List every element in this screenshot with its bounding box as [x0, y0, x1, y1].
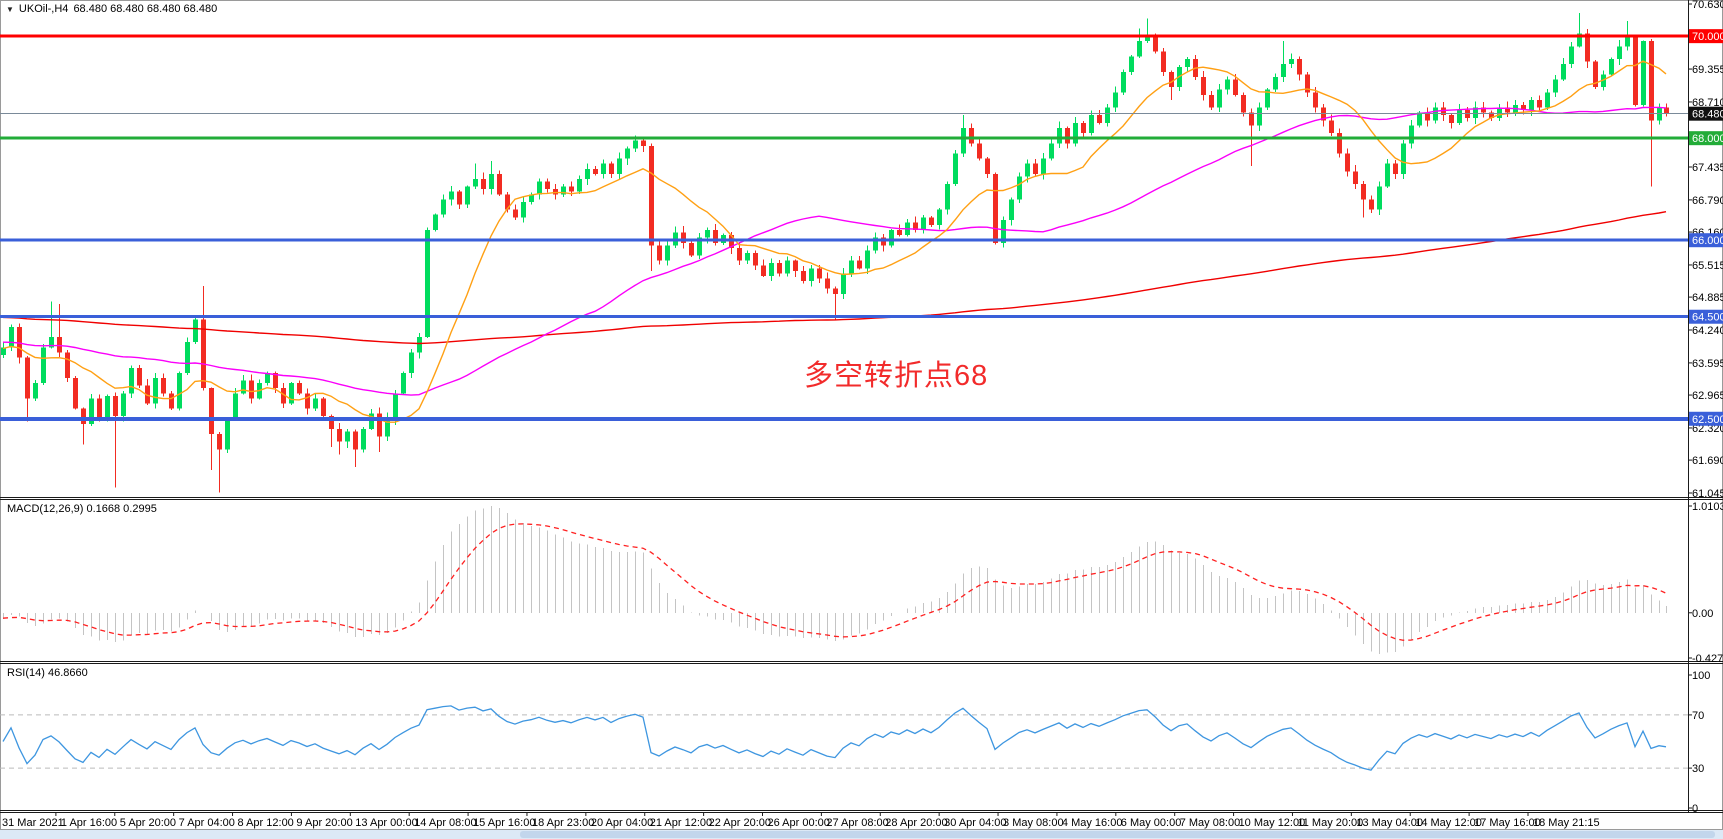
ma-slow-red — [2, 211, 1667, 345]
macd-indicator-label: MACD(12,26,9) 0.1668 0.2995 — [7, 503, 157, 515]
axis-tick-label: 63.595 — [1692, 358, 1723, 370]
rsi-indicator-label: RSI(14) 46.8660 — [7, 667, 88, 679]
axis-tick-label: 100 — [1692, 670, 1710, 682]
svg-text:66.000: 66.000 — [1692, 235, 1723, 247]
axis-tick-label: 69.355 — [1692, 64, 1723, 76]
time-axis-label: 15 Apr 16:00 — [473, 817, 535, 829]
time-axis-label: 13 Apr 00:00 — [355, 817, 417, 829]
axis-tick-label: -0.4277 — [1692, 653, 1723, 665]
time-axis-label: 3 May 08:00 — [1003, 817, 1064, 829]
axis-tick-label: 70.630 — [1692, 0, 1723, 11]
axis-tick-label: 70 — [1692, 710, 1704, 722]
moving-averages — [2, 60, 1667, 423]
price-level-lines[interactable] — [0, 34, 1688, 421]
svg-text:68.000: 68.000 — [1692, 133, 1723, 145]
time-axis-label: 14 May 12:00 — [1415, 817, 1482, 829]
price-badge-68.480 — [1689, 106, 1723, 121]
macd-signal-line — [2, 523, 1667, 641]
time-axis-label: 28 Apr 20:00 — [885, 817, 947, 829]
ma-fast-orange — [2, 60, 1667, 423]
price-badge-66.000 — [1689, 233, 1723, 248]
price-badge-68.000 — [1689, 131, 1723, 146]
time-axis-label: 26 Apr 00:00 — [768, 817, 830, 829]
time-axis-label: 11 May 20:00 — [1297, 817, 1363, 829]
time-axis-label: 22 Apr 20:00 — [709, 817, 771, 829]
axis-tick-label: 61.690 — [1692, 455, 1723, 467]
time-axis-label: 6 May 00:00 — [1121, 817, 1182, 829]
axis-tick-label: 67.435 — [1692, 162, 1723, 174]
svg-text:70.000: 70.000 — [1692, 31, 1723, 43]
axis-tick-label: 64.885 — [1692, 292, 1723, 304]
price-badge-70.000 — [1689, 29, 1723, 44]
price-badge-64.500 — [1689, 309, 1723, 324]
time-axis-label: 10 May 12:00 — [1239, 817, 1306, 829]
rsi-line — [2, 705, 1667, 771]
axis-tick-label: 64.240 — [1692, 325, 1723, 337]
chart-text-annotation[interactable]: 多空转折点68 — [804, 360, 989, 392]
time-axis-label: 8 Apr 12:00 — [238, 817, 294, 829]
axis-tick-label: 0.00 — [1692, 608, 1713, 620]
axis-tick-label: 66.790 — [1692, 195, 1723, 207]
rsi-panel[interactable]: 100 70 30 0 — [0, 670, 1710, 815]
ohlc-quotes: 68.480 68.480 68.480 68.480 — [73, 3, 218, 15]
axis-tick-label: 62.320 — [1692, 423, 1723, 435]
price-axis[interactable]: 70.63069.35568.71067.43566.79066.16065.5… — [1688, 0, 1723, 500]
time-axis-label: 17 May 16:00 — [1474, 817, 1541, 829]
axis-tick-label: 30 — [1692, 763, 1704, 775]
time-axis-label: 7 Apr 04:00 — [179, 817, 235, 829]
axis-tick-label: 61.045 — [1692, 488, 1723, 500]
candlesticks — [1, 13, 1669, 493]
time-axis-label: 5 Apr 20:00 — [120, 817, 176, 829]
chart-title: ▼ UKOil-,H4 68.480 68.480 68.480 68.480 — [6, 3, 217, 15]
macd-panel[interactable]: 1.0103 0.00 -0.4277 — [2, 501, 1723, 665]
time-axis-label: 4 May 16:00 — [1062, 817, 1123, 829]
svg-text:62.500: 62.500 — [1692, 414, 1723, 426]
time-axis-label: 30 Apr 04:00 — [944, 817, 1006, 829]
svg-text:68.480: 68.480 — [1692, 109, 1723, 121]
time-axis-label: 20 Apr 04:00 — [591, 817, 653, 829]
price-badge-62.500 — [1689, 411, 1723, 426]
svg-text:64.500: 64.500 — [1692, 312, 1723, 324]
time-axis-label: 14 Apr 08:00 — [414, 817, 476, 829]
axis-tick-label: 1.0103 — [1692, 501, 1723, 513]
scrollbar-thumb[interactable] — [520, 831, 1715, 838]
time-axis-label: 21 Apr 12:00 — [650, 817, 712, 829]
time-axis-label: 18 May 21:15 — [1533, 817, 1600, 829]
time-axis-label: 13 May 04:00 — [1356, 817, 1423, 829]
symbol-period-label: UKOil-,H4 — [18, 3, 69, 15]
axis-tick-label: 62.965 — [1692, 390, 1723, 402]
ma-mid-magenta — [2, 106, 1667, 396]
time-axis-label: 31 Mar 2021 — [2, 817, 64, 829]
time-axis-label: 7 May 08:00 — [1180, 817, 1241, 829]
horizontal-scrollbar[interactable] — [0, 830, 1723, 839]
axis-tick-label: 65.515 — [1692, 260, 1723, 272]
time-axis-label: 1 Apr 16:00 — [61, 817, 117, 829]
axis-tick-label: 68.710 — [1692, 97, 1723, 109]
symbol-dropdown-icon[interactable]: ▼ — [6, 4, 14, 14]
time-axis-label: 27 Apr 08:00 — [826, 817, 888, 829]
axis-tick-label: 0 — [1692, 803, 1698, 815]
time-axis-label: 18 Apr 23:00 — [532, 817, 594, 829]
time-axis-label: 9 Apr 20:00 — [296, 817, 352, 829]
